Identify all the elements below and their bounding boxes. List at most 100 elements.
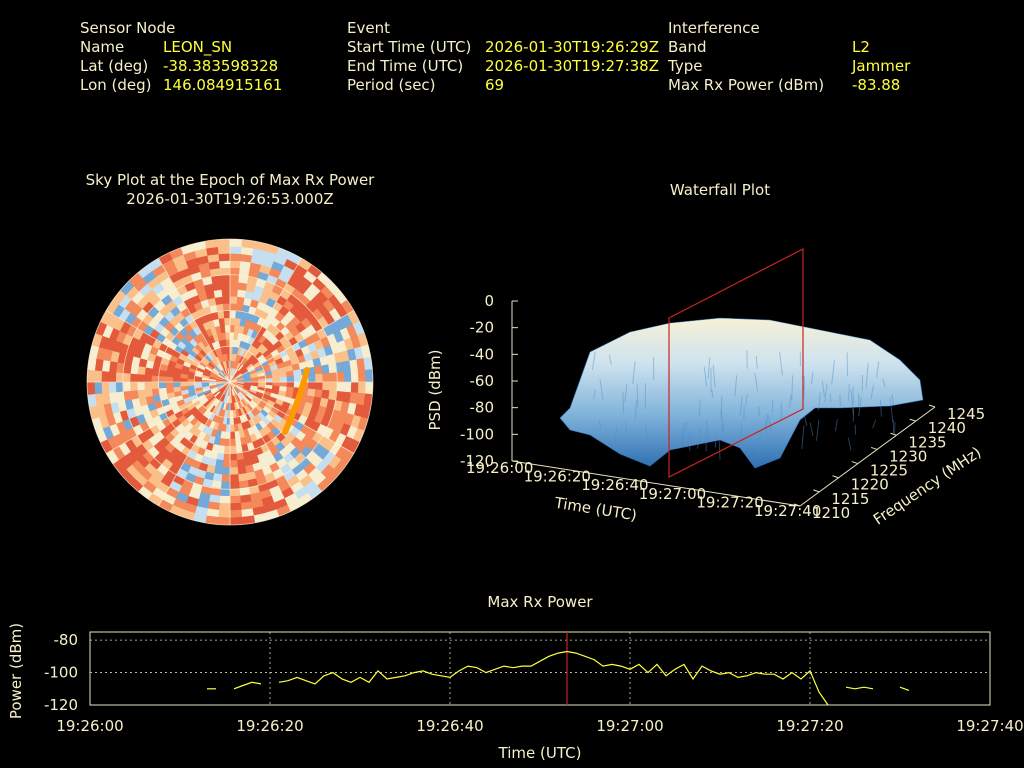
sensor-lat-value: -38.383598328 — [163, 57, 279, 75]
time-tick-label: 19:26:20 — [524, 468, 591, 486]
sky-cell — [229, 239, 243, 248]
freq-tick — [813, 489, 820, 493]
psd-tick-label: -100 — [460, 425, 494, 443]
sky-cell — [143, 374, 152, 383]
sky-cell — [229, 445, 237, 454]
sky-cell — [229, 474, 240, 483]
sky-cell — [229, 288, 239, 297]
sky-cell — [122, 372, 131, 383]
psd-texture — [791, 375, 794, 401]
psd-texture — [634, 399, 637, 420]
sky-cell — [235, 445, 243, 454]
sky-plot — [86, 238, 374, 526]
sky-cell — [224, 438, 231, 447]
sky-cell — [237, 473, 248, 483]
psd-texture — [734, 375, 738, 397]
event-end-label: End Time (UTC) — [347, 57, 464, 75]
sky-cell — [217, 516, 231, 525]
sensor-name-label: Name — [80, 38, 125, 56]
sky-cell — [286, 376, 295, 383]
sky-spoke — [229, 310, 355, 383]
sky-cell — [229, 274, 240, 283]
line-y-tick-label: -80 — [54, 631, 79, 649]
time-axis-title: Time (UTC) — [552, 494, 638, 525]
psd-texture — [591, 351, 596, 370]
psd-texture — [891, 394, 894, 406]
psd-texture — [599, 379, 604, 400]
psd-texture — [757, 433, 761, 459]
sky-cell — [144, 388, 153, 398]
psd-texture — [789, 394, 792, 408]
sky-cell — [108, 371, 117, 383]
freq-tick — [870, 446, 878, 450]
sky-cell — [265, 377, 274, 383]
sky-cell — [87, 369, 96, 383]
sky-cell — [219, 260, 231, 269]
sky-cell — [229, 295, 238, 304]
interference-type-label: Type — [668, 57, 703, 75]
sky-cell — [350, 381, 360, 394]
line-x-tick-label: 19:26:20 — [236, 717, 303, 735]
sky-cell — [186, 381, 195, 387]
sky-cell — [223, 310, 231, 319]
sky-cell — [165, 386, 175, 394]
sky-cell — [212, 281, 223, 291]
sky-cell — [143, 381, 152, 390]
psd-texture — [703, 366, 708, 387]
sky-cell — [229, 260, 241, 269]
psd-texture — [847, 437, 852, 451]
sky-cell — [229, 302, 238, 312]
sky-cell — [220, 281, 231, 290]
interference-band-label: Band — [668, 38, 707, 56]
psd-texture — [754, 373, 759, 392]
sky-cell — [364, 381, 373, 395]
sky-cell — [308, 374, 317, 383]
sky-cell — [115, 371, 124, 383]
sky-cell — [229, 317, 236, 326]
psd-texture — [803, 376, 805, 399]
sky-cell — [357, 381, 367, 395]
psd-axis-title: PSD (dBm) — [426, 349, 444, 430]
sky-cell — [93, 381, 103, 395]
psd-texture — [698, 399, 701, 417]
line-x-tick-label: 19:26:40 — [416, 717, 483, 735]
sky-cell — [214, 296, 224, 305]
sky-cell — [229, 410, 234, 419]
sky-cell — [129, 372, 138, 383]
psd-texture — [815, 419, 820, 441]
sky-cell — [321, 389, 331, 400]
power-series-segment — [233, 681, 262, 690]
sky-cell — [234, 430, 241, 440]
sky-cell — [315, 373, 324, 383]
sky-cell — [165, 381, 174, 388]
sky-cell — [321, 364, 331, 375]
sky-cell — [229, 502, 242, 512]
sky-cell — [158, 375, 167, 383]
freq-tick-label: 1225 — [870, 462, 908, 480]
psd-texture — [758, 405, 761, 416]
sky-spoke — [229, 257, 302, 383]
skyplot-subtitle: 2026-01-30T19:26:53.000Z — [126, 190, 334, 208]
sky-cell — [279, 376, 288, 383]
freq-tick-label: 1220 — [851, 476, 889, 494]
freq-tick-label: 1230 — [889, 447, 927, 465]
freq-tick — [851, 461, 859, 465]
sky-cell — [286, 381, 295, 388]
sky-cell — [258, 378, 267, 383]
sky-cell — [108, 381, 117, 393]
sky-spoke — [229, 381, 302, 507]
sky-cell — [229, 431, 236, 440]
sky-cell — [315, 381, 324, 391]
sky-cell — [343, 381, 352, 393]
freq-tick — [928, 404, 936, 408]
sky-cell — [150, 374, 160, 383]
max-rx-power-chart: 19:26:00 19:26:20 19:26:40 19:27:00 19:27:20… — [7, 623, 1024, 762]
psd-texture — [764, 414, 769, 430]
sensor-lon-value: 146.084915161 — [163, 76, 283, 94]
sensor-title: Sensor Node — [80, 19, 176, 37]
sky-cell — [236, 459, 246, 468]
line-y-axis-title: Power (dBm) — [7, 623, 25, 719]
sky-cell — [229, 488, 241, 497]
psd-texture — [644, 421, 649, 444]
sky-cell — [100, 370, 110, 383]
